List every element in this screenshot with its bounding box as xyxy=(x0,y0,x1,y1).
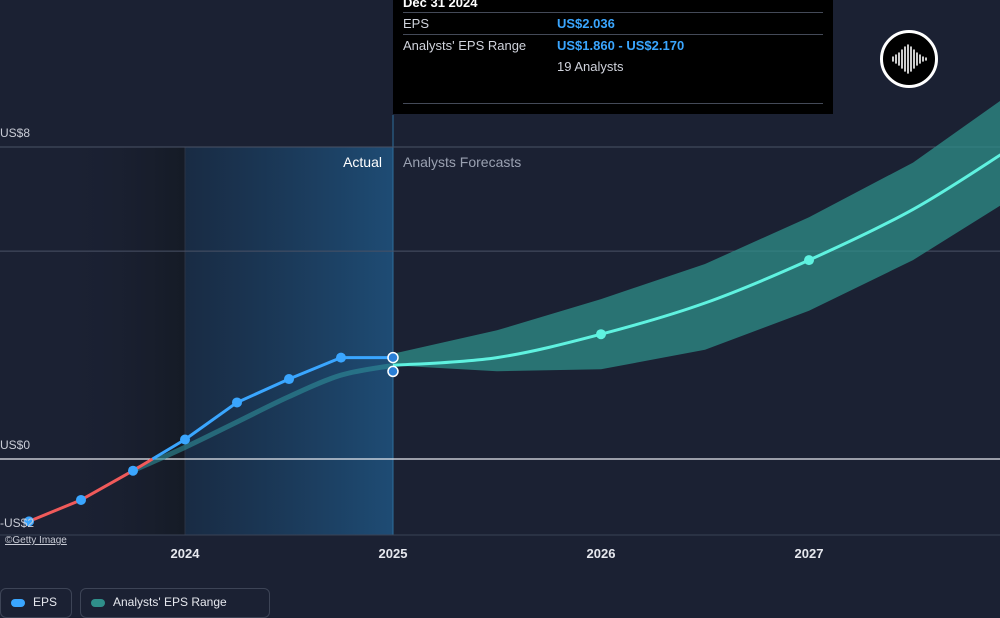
x-tick-label: 2024 xyxy=(171,546,201,561)
legend-label: Analysts' EPS Range xyxy=(113,595,227,609)
analyst-estimate-past-line xyxy=(131,362,394,473)
tooltip-analyst-count: 19 Analysts xyxy=(557,59,624,74)
legend-swatch xyxy=(91,599,105,607)
legend-item-range[interactable]: Analysts' EPS Range xyxy=(80,588,270,618)
tooltip-value: US$2.036 xyxy=(557,16,615,31)
eps-line-positive xyxy=(183,400,239,441)
hover-tooltip: Dec 31 2024 EPS US$2.036 Analysts' EPS R… xyxy=(393,0,833,114)
tooltip-key: EPS xyxy=(403,16,430,31)
eps-point xyxy=(336,352,346,363)
eps-line-positive xyxy=(235,377,291,404)
x-tick-label: 2026 xyxy=(587,546,616,561)
actual-zone-shade xyxy=(185,147,393,535)
tooltip-row-range: Analysts' EPS Range US$1.860 - US$2.170 … xyxy=(403,35,823,74)
eps-line-negative xyxy=(79,469,135,502)
eps-highlight-point xyxy=(387,351,399,364)
x-tick-label: 2025 xyxy=(379,546,408,561)
past-zone-shade xyxy=(60,147,185,535)
soundwave-logo-icon[interactable] xyxy=(880,30,938,88)
y-tick-label: -US$2 xyxy=(0,516,34,530)
eps-line-negative xyxy=(27,498,83,523)
image-credit[interactable]: ©Getty Image xyxy=(5,535,67,546)
tooltip-divider xyxy=(403,103,823,104)
eps-point xyxy=(24,516,34,527)
eps-line-positive xyxy=(287,356,343,381)
eps-point xyxy=(76,494,86,505)
eps-chart: US$8 US$0 -US$2 2024 2025 2026 2027 Actual Analy… xyxy=(0,100,1000,561)
soundwave-icon xyxy=(892,44,927,74)
forecast-point xyxy=(804,255,814,266)
forecast-line xyxy=(392,153,1000,367)
legend-label: EPS xyxy=(33,595,58,609)
y-tick-label: US$8 xyxy=(0,126,30,140)
tooltip-key: Analysts' EPS Range xyxy=(403,38,527,53)
eps-point xyxy=(128,465,138,476)
x-tick-label: 2027 xyxy=(795,546,824,561)
legend-item-eps[interactable]: EPS xyxy=(0,588,72,618)
eps-line-positive xyxy=(151,438,186,461)
forecast-highlight-point xyxy=(387,365,399,378)
eps-point xyxy=(284,374,294,385)
tooltip-value: US$1.860 - US$2.170 xyxy=(557,38,685,53)
y-tick-label: US$0 xyxy=(0,438,30,452)
tooltip-row-eps: EPS US$2.036 xyxy=(403,13,823,35)
tooltip-date: Dec 31 2024 xyxy=(403,0,823,13)
forecast-point xyxy=(596,329,606,340)
eps-point xyxy=(180,434,190,445)
forecast-zone-label: Analysts Forecasts xyxy=(403,154,521,170)
actual-zone-label: Actual xyxy=(343,154,382,170)
forecast-range-band xyxy=(393,100,1000,372)
legend-swatch xyxy=(11,599,25,607)
eps-point xyxy=(232,397,242,408)
